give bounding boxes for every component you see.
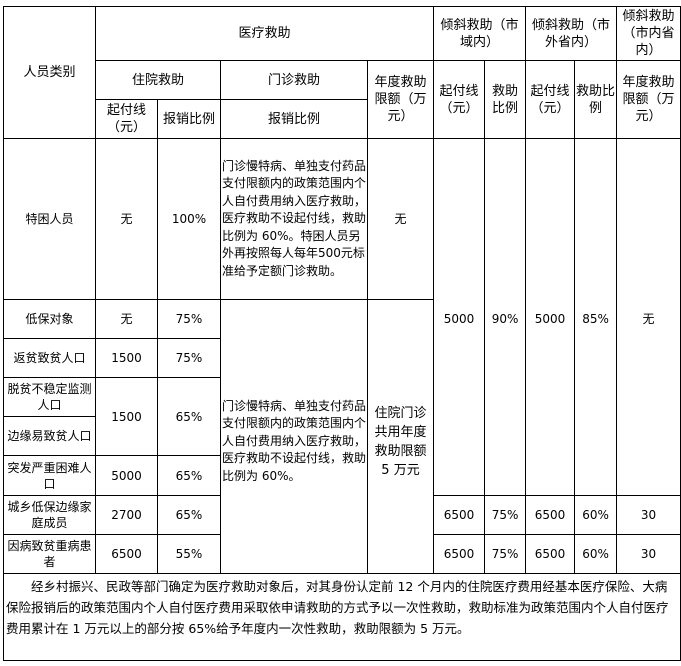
tilt-city-threshold: 5000 — [433, 138, 486, 496]
header-threshold: 起付线（元） — [433, 60, 486, 139]
person-type: 返贫致贫人口 — [3, 338, 96, 378]
tilt-inside-limit: 无 — [616, 138, 681, 496]
outpatient-policy-shared: 门诊慢特病、单独支付药品支付限额内的政策范围内个人自付费用纳入医疗救助，医疗救助… — [220, 299, 368, 574]
annual-limit: 无 — [366, 138, 435, 300]
ratio: 55% — [157, 534, 221, 574]
table-row: 因病致贫重病患者 6500 55% 6500 75% 6500 60% 30 — [3, 534, 681, 574]
tilt-inside-limit: 30 — [616, 495, 681, 535]
threshold: 1500 — [95, 338, 158, 378]
table-row: 低保对象 无 75% 门诊慢特病、单独支付药品支付限额内的政策范围内个人自付费用… — [3, 299, 681, 574]
header-reimb-ratio: 报销比例 — [220, 99, 368, 139]
threshold: 1500 — [95, 377, 158, 456]
ratio: 65% — [157, 455, 221, 496]
threshold: 2700 — [95, 495, 158, 535]
outpatient-policy: 门诊慢特病、单独支付药品支付限额内的政策范围内个人自付费用纳入医疗救助，医疗救助… — [220, 138, 368, 300]
person-type: 因病致贫重病患者 — [3, 534, 96, 574]
ratio: 65% — [157, 377, 221, 456]
ratio: 75% — [157, 338, 221, 378]
header-medical-aid: 医疗救助 — [94, 6, 435, 61]
tilt-city-threshold: 6500 — [433, 534, 486, 574]
person-type: 特困人员 — [3, 138, 96, 300]
header-reimb-ratio: 报销比例 — [157, 99, 221, 139]
threshold: 无 — [95, 138, 158, 300]
header-threshold: 起付线（元） — [525, 60, 576, 139]
tilt-inside-limit: 30 — [616, 534, 681, 574]
person-type: 脱贫不稳定监测人口 — [3, 377, 96, 417]
header-outpatient: 门诊救助 — [220, 60, 368, 100]
tilt-city-threshold: 6500 — [433, 495, 486, 535]
person-type: 边缘易致贫人口 — [3, 416, 96, 456]
ratio: 100% — [157, 138, 221, 300]
header-inpatient: 住院救助 — [95, 60, 221, 100]
tilt-city-ratio: 90% — [484, 138, 527, 496]
person-type: 突发严重困难人口 — [3, 455, 96, 496]
person-type: 城乡低保边缘家庭成员 — [3, 495, 96, 535]
table-row: 返贫致贫人口 1500 75% — [3, 338, 681, 378]
threshold: 无 — [95, 299, 158, 339]
tilt-outside-threshold: 5000 — [525, 138, 576, 496]
tilt-outside-threshold: 6500 — [525, 495, 576, 535]
header-ratio: 救助比例 — [574, 60, 618, 139]
header-annual-limit: 年度救助限额（万元） — [366, 60, 435, 139]
header-person-type: 人员类别 — [3, 6, 96, 139]
header-annual-limit: 年度救助限额（万元） — [616, 60, 681, 139]
ratio: 75% — [157, 299, 221, 339]
header-ratio: 救助比例 — [484, 60, 527, 139]
annual-limit-shared: 住院门诊共用年度救助限额 5 万元 — [366, 299, 435, 574]
threshold: 6500 — [95, 534, 158, 574]
header-tilt-inside: 倾斜救助（市内省内） — [616, 6, 681, 61]
tilt-outside-ratio: 60% — [574, 495, 618, 535]
table-row: 突发严重困难人口 5000 65% — [3, 455, 681, 496]
footer-note: 经乡村振兴、民政等部门确定为医疗救助对象后，对其身份认定前 12 个月内的住院医… — [2, 573, 681, 661]
header-tilt-outside: 倾斜救助（市外省内） — [525, 6, 618, 61]
header-threshold: 起付线（元） — [95, 99, 158, 139]
tilt-outside-ratio: 60% — [574, 534, 618, 574]
table-row: 脱贫不稳定监测人口 1500 65% — [3, 377, 681, 456]
tilt-city-ratio: 75% — [484, 534, 527, 574]
person-type: 低保对象 — [3, 299, 96, 339]
threshold: 5000 — [95, 455, 158, 496]
table-row: 特困人员 无 100% 门诊慢特病、单独支付药品支付限额内的政策范围内个人自付费… — [3, 138, 681, 496]
tilt-outside-threshold: 6500 — [525, 534, 576, 574]
tilt-city-ratio: 75% — [484, 495, 527, 535]
medical-aid-table: 人员类别 医疗救助 倾斜救助（市域内） 倾斜救助（市外省内） 倾斜救助（市内省内… — [2, 6, 681, 661]
ratio: 65% — [157, 495, 221, 535]
tilt-outside-ratio: 85% — [574, 138, 618, 496]
header-tilt-city: 倾斜救助（市域内） — [433, 6, 527, 61]
table-row: 边缘易致贫人口 — [3, 416, 681, 456]
